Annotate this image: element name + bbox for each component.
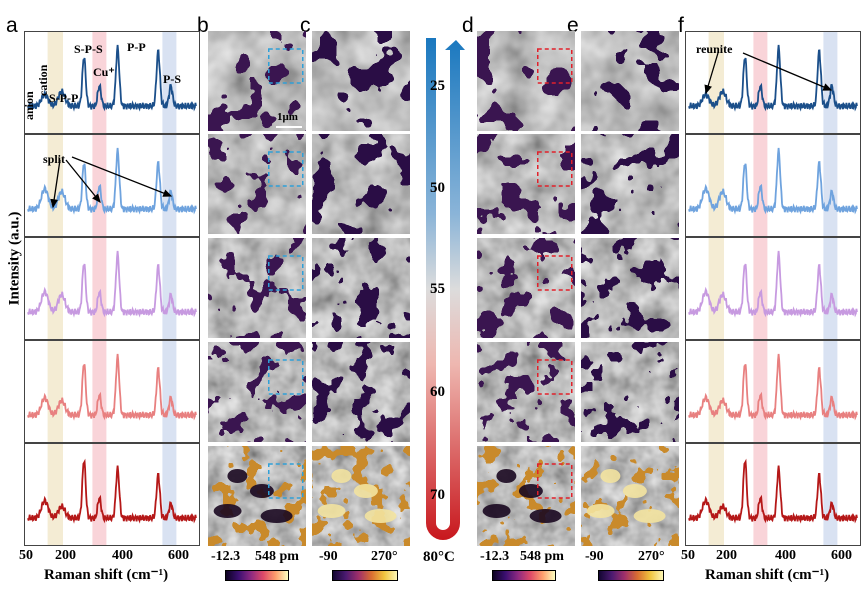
f-spectrum-2 bbox=[688, 250, 858, 318]
map-3-1 bbox=[581, 134, 679, 234]
panel-label-a: a bbox=[6, 14, 18, 37]
f-tick-600: 600 bbox=[831, 548, 852, 563]
map-3-0 bbox=[581, 31, 679, 131]
f-tick-400: 400 bbox=[775, 548, 796, 563]
c-phase-min: -90 bbox=[319, 549, 338, 564]
map-1-4 bbox=[312, 446, 410, 546]
a-x-axis-label: Raman shift (cm⁻¹) bbox=[44, 567, 169, 583]
f-spectrum-1 bbox=[688, 147, 858, 215]
reunite-label: reunite bbox=[696, 42, 733, 56]
a-frame-1 bbox=[24, 134, 200, 237]
a-spectrum-2 bbox=[27, 250, 197, 318]
c-phase-max: 270° bbox=[371, 549, 398, 564]
a-band-0 bbox=[47, 31, 63, 546]
map-2-3 bbox=[477, 342, 575, 442]
f-frame-0 bbox=[685, 31, 861, 134]
d-height-max: 548 pm bbox=[520, 549, 564, 564]
panel-label-c: c bbox=[300, 14, 311, 37]
map-0-2 bbox=[208, 238, 306, 338]
f-frame-2 bbox=[685, 237, 861, 340]
temp-80: 80°C bbox=[423, 549, 455, 565]
zoom-box-2-3 bbox=[537, 359, 573, 395]
spectra-panel-f bbox=[685, 31, 861, 546]
map-0-1 bbox=[208, 134, 306, 234]
f-tick-200: 200 bbox=[716, 548, 737, 563]
b-height-min: -12.3 bbox=[211, 549, 241, 564]
temp-55: 55 bbox=[430, 281, 445, 297]
ps-label: P-S bbox=[163, 72, 181, 86]
map-0-4 bbox=[208, 446, 306, 546]
a-spectrum-0 bbox=[27, 44, 197, 112]
f-spectrum-4 bbox=[688, 458, 858, 524]
zoom-box-2-0 bbox=[537, 48, 573, 84]
temp-50: 50 bbox=[430, 180, 445, 196]
f-frame-1 bbox=[685, 134, 861, 237]
zoom-box-0-1 bbox=[268, 151, 304, 187]
a-spectrum-4 bbox=[27, 458, 197, 524]
panel-label-b: b bbox=[197, 14, 209, 37]
a-frame-3 bbox=[24, 340, 200, 443]
map-1-2 bbox=[312, 238, 410, 338]
a-spectrum-3 bbox=[27, 353, 197, 421]
a-frame-4 bbox=[24, 443, 200, 546]
map-2-2 bbox=[477, 238, 575, 338]
zoom-box-2-4 bbox=[537, 463, 573, 499]
a-tick-50: 50 bbox=[19, 548, 33, 563]
zoom-box-2-2 bbox=[537, 255, 573, 291]
spp-label: S-P-P bbox=[49, 91, 79, 105]
f-band-0 bbox=[708, 31, 724, 546]
temp-70: 70 bbox=[430, 487, 445, 503]
zoom-box-0-2 bbox=[268, 255, 304, 291]
map-3-2 bbox=[581, 238, 679, 338]
temp-25: 25 bbox=[430, 78, 445, 94]
cu-label: Cu⁺ bbox=[93, 65, 115, 79]
a-tick-200: 200 bbox=[55, 548, 76, 563]
f-frame-4 bbox=[685, 443, 861, 546]
f-x-axis-label: Raman shift (cm⁻¹) bbox=[705, 567, 830, 583]
f-band-1 bbox=[753, 31, 768, 546]
e-phase-max: 270° bbox=[638, 549, 665, 564]
f-tick-50: 50 bbox=[681, 548, 695, 563]
a-tick-600: 600 bbox=[168, 548, 189, 563]
map-0-0 bbox=[208, 31, 306, 131]
zoom-box-0-4 bbox=[268, 463, 304, 499]
map-2-1 bbox=[477, 134, 575, 234]
f-frame-3 bbox=[685, 340, 861, 443]
sps-label: S-P-S bbox=[74, 42, 103, 56]
map-3-3 bbox=[581, 342, 679, 442]
a-frame-2 bbox=[24, 237, 200, 340]
map-1-3 bbox=[312, 342, 410, 442]
a-frame-0 bbox=[24, 31, 200, 134]
f-spectrum-3 bbox=[688, 353, 858, 421]
map-0-3 bbox=[208, 342, 306, 442]
d-height-colorbar bbox=[492, 570, 556, 581]
map-3-4 bbox=[581, 446, 679, 546]
zoom-box-0-0 bbox=[268, 48, 304, 84]
d-height-min: -12.3 bbox=[480, 549, 510, 564]
panel-label-d: d bbox=[462, 14, 474, 37]
panel-label-f: f bbox=[678, 14, 684, 37]
map-1-1 bbox=[312, 134, 410, 234]
zoom-box-2-1 bbox=[537, 151, 573, 187]
e-phase-colorbar bbox=[598, 570, 664, 581]
scale-bar-label: 1μm bbox=[277, 111, 298, 123]
pp-label: P-P bbox=[127, 40, 146, 54]
panel-label-e: e bbox=[567, 14, 579, 37]
temp-60: 60 bbox=[430, 384, 445, 400]
e-phase-min: -90 bbox=[585, 549, 604, 564]
zoom-box-0-3 bbox=[268, 359, 304, 395]
f-spectrum-0 bbox=[688, 44, 858, 112]
map-2-4 bbox=[477, 446, 575, 546]
b-height-max: 548 pm bbox=[255, 549, 299, 564]
a-tick-400: 400 bbox=[112, 548, 133, 563]
b-height-colorbar bbox=[225, 570, 289, 581]
c-phase-colorbar bbox=[332, 570, 398, 581]
map-1-0 bbox=[312, 31, 410, 131]
temperature-gauge bbox=[426, 38, 465, 540]
map-2-0 bbox=[477, 31, 575, 131]
